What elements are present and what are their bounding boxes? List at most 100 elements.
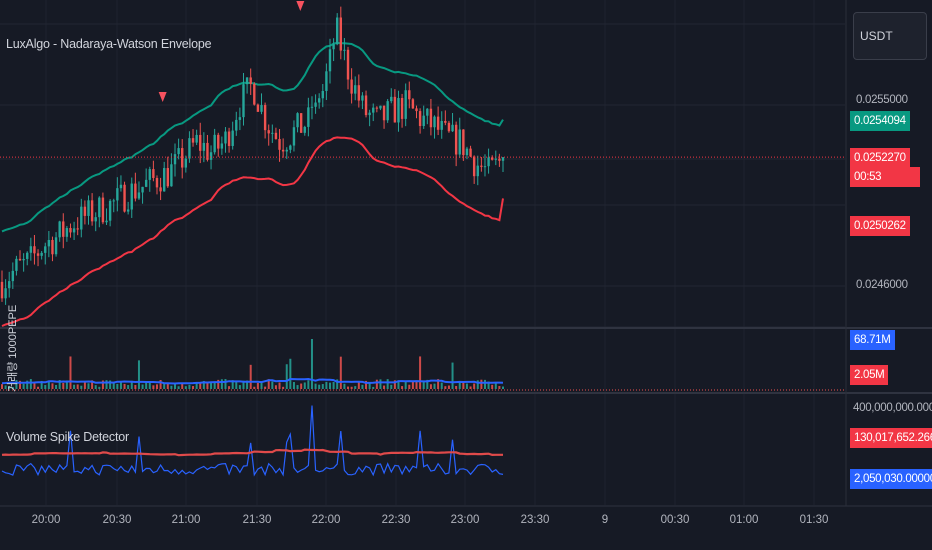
- candle-body: [400, 98, 404, 119]
- candle-body: [494, 158, 497, 160]
- candle-body: [422, 115, 425, 126]
- main-pane-title: LuxAlgo - Nadaraya-Watson Envelope: [6, 37, 212, 51]
- spike-scale-label: 400,000,000.0000000: [853, 402, 932, 414]
- volume-bar: [145, 382, 148, 389]
- volume-pane-title: 거래량 1000PEPE: [7, 304, 19, 392]
- volume-bar: [220, 379, 223, 389]
- price-label-bottom: 0.0246000: [856, 279, 908, 291]
- volume-bar: [318, 384, 321, 389]
- volume-bar: [339, 356, 342, 389]
- volume-bar: [206, 383, 209, 389]
- candle-body: [0, 281, 4, 299]
- spike-volume-tag: 2,050,030.0000000: [850, 469, 932, 489]
- volume-bar: [354, 386, 357, 389]
- volume-bar: [137, 360, 140, 389]
- candle-body: [476, 165, 479, 177]
- volume-bar: [278, 382, 281, 389]
- volume-bar: [199, 382, 202, 389]
- candle-body: [393, 96, 397, 123]
- volume-bar: [73, 384, 76, 389]
- candle-body: [408, 90, 411, 100]
- candle-body: [242, 84, 245, 118]
- volume-bar: [462, 382, 465, 389]
- candle-body: [62, 221, 65, 237]
- candle-body: [404, 90, 407, 119]
- volume-bar: [83, 381, 86, 389]
- candle-body: [267, 130, 270, 134]
- candle-body: [44, 246, 47, 253]
- volume-bar: [285, 364, 288, 389]
- candle-body: [364, 95, 368, 116]
- candle-body: [307, 107, 310, 127]
- sell-signal-marker: [158, 92, 167, 102]
- candle-body: [444, 120, 447, 123]
- volume-bar: [80, 385, 83, 389]
- currency-button[interactable]: USDT: [853, 12, 927, 60]
- candle-body: [87, 200, 90, 216]
- volume-bar: [98, 386, 101, 389]
- volume-bar: [264, 386, 267, 389]
- volume-bar: [411, 380, 414, 389]
- volume-bar: [249, 364, 252, 389]
- candle-body: [271, 132, 274, 134]
- volume-bar: [109, 380, 112, 389]
- volume-bar: [170, 385, 173, 389]
- candle-body: [199, 134, 202, 151]
- volume-bar: [44, 385, 47, 389]
- volume-bar: [429, 384, 432, 389]
- volume-bar: [228, 386, 231, 389]
- candle-body: [321, 91, 324, 99]
- candle-body: [101, 197, 105, 223]
- candle-body: [440, 120, 443, 130]
- volume-bar: [383, 385, 386, 389]
- candle-body: [436, 116, 440, 130]
- candle-body: [184, 158, 188, 168]
- candle-body: [289, 145, 292, 150]
- candle-body: [253, 83, 256, 105]
- candle-body: [11, 270, 15, 282]
- volume-bar: [498, 386, 501, 389]
- candle-body: [314, 102, 317, 107]
- volume-bar: [502, 386, 504, 389]
- volume-bar: [213, 382, 216, 389]
- volume-bar: [37, 386, 40, 389]
- time-label: 22:00: [311, 514, 341, 526]
- volume-bar: [465, 383, 468, 389]
- candle-body: [256, 104, 260, 112]
- volume-bar: [94, 385, 97, 389]
- volume-bar: [55, 384, 58, 389]
- candle-body: [51, 239, 54, 255]
- currency-label: USDT: [860, 29, 893, 43]
- volume-bar: [11, 386, 14, 389]
- candle-body: [465, 148, 469, 156]
- candle-body: [415, 108, 418, 112]
- candle-body: [231, 130, 234, 146]
- candle-body: [148, 169, 151, 180]
- volume-bar: [112, 382, 115, 389]
- time-label: 01:00: [729, 514, 759, 526]
- volume-bar: [480, 379, 483, 389]
- volume-bar: [419, 356, 422, 389]
- candle-body: [54, 237, 58, 255]
- time-label: 9: [601, 514, 609, 526]
- candle-body: [112, 200, 115, 202]
- volume-bar: [235, 381, 238, 389]
- volume-bar: [469, 386, 472, 389]
- volume-bar: [260, 381, 263, 389]
- volume-bar: [310, 339, 313, 389]
- candle-body: [40, 252, 43, 256]
- candle-body: [350, 79, 353, 94]
- volume-bar: [444, 386, 447, 389]
- price-label-top: 0.0255000: [856, 94, 908, 106]
- volume-bar: [292, 382, 295, 389]
- time-label: 23:30: [520, 514, 550, 526]
- volume-bar: [62, 383, 65, 389]
- candle-body: [116, 188, 119, 201]
- candle-body: [433, 116, 436, 128]
- volume-bar: [246, 380, 249, 389]
- candle-body: [126, 209, 130, 212]
- candle-body: [274, 132, 278, 139]
- volume-bar: [440, 382, 443, 389]
- volume-bar: [40, 380, 43, 389]
